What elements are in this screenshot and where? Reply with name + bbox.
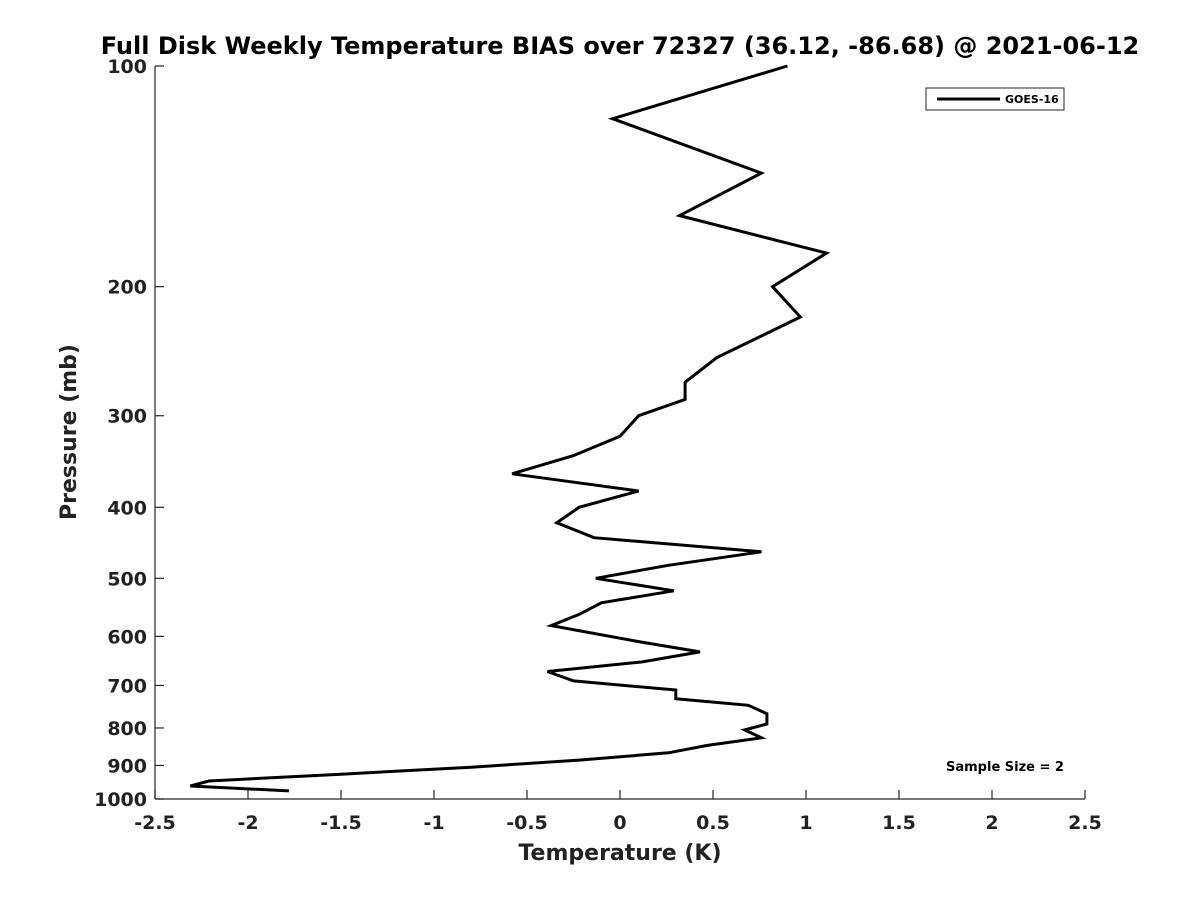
y-tick-label: 800 [107, 718, 147, 740]
legend: GOES-16 [925, 87, 1065, 111]
x-tick-label: 1 [799, 812, 812, 834]
x-tick-label: -1.5 [320, 812, 362, 834]
plot-area: -2.5 -2 -1.5 -1 -0.5 0 0.5 1 1.5 2 2.5 100 200 300 40… [94, 56, 1102, 834]
y-axis-ticks: 100 200 300 400 500 600 700 800 900 1000 [94, 56, 164, 811]
x-tick-label: 0.5 [696, 812, 730, 834]
x-axis-label: Temperature (K) [518, 841, 721, 866]
y-tick-label: 500 [107, 568, 147, 590]
sample-size-annotation: Sample Size = 2 [946, 760, 1064, 775]
x-tick-label: 1.5 [882, 812, 916, 834]
y-axis-label: Pressure (mb) [57, 344, 82, 520]
x-tick-label: 2 [985, 812, 998, 834]
chart-title: Full Disk Weekly Temperature BIAS over 7… [101, 32, 1140, 60]
y-tick-label: 600 [107, 626, 147, 648]
x-tick-label: -0.5 [506, 812, 548, 834]
x-tick-label: 2.5 [1068, 812, 1102, 834]
x-axis-ticks: -2.5 -2 -1.5 -1 -0.5 0 0.5 1 1.5 2 2.5 [134, 790, 1102, 834]
y-tick-label: 700 [107, 675, 147, 697]
series-line-goes-16 [189, 64, 831, 793]
y-tick-label: 1000 [94, 789, 147, 811]
x-tick-label: 0 [613, 812, 626, 834]
y-tick-label: 300 [107, 406, 147, 428]
y-tick-label: 200 [107, 277, 147, 299]
x-tick-label: -2.5 [134, 812, 176, 834]
y-tick-label: 900 [107, 755, 147, 777]
series-layer [189, 64, 831, 793]
y-tick-label: 400 [107, 497, 147, 519]
x-tick-label: -1 [423, 812, 444, 834]
plot-frame [155, 66, 1085, 799]
y-tick-label: 100 [107, 56, 147, 78]
x-tick-label: -2 [237, 812, 258, 834]
legend-label-goes-16: GOES-16 [1005, 93, 1059, 106]
